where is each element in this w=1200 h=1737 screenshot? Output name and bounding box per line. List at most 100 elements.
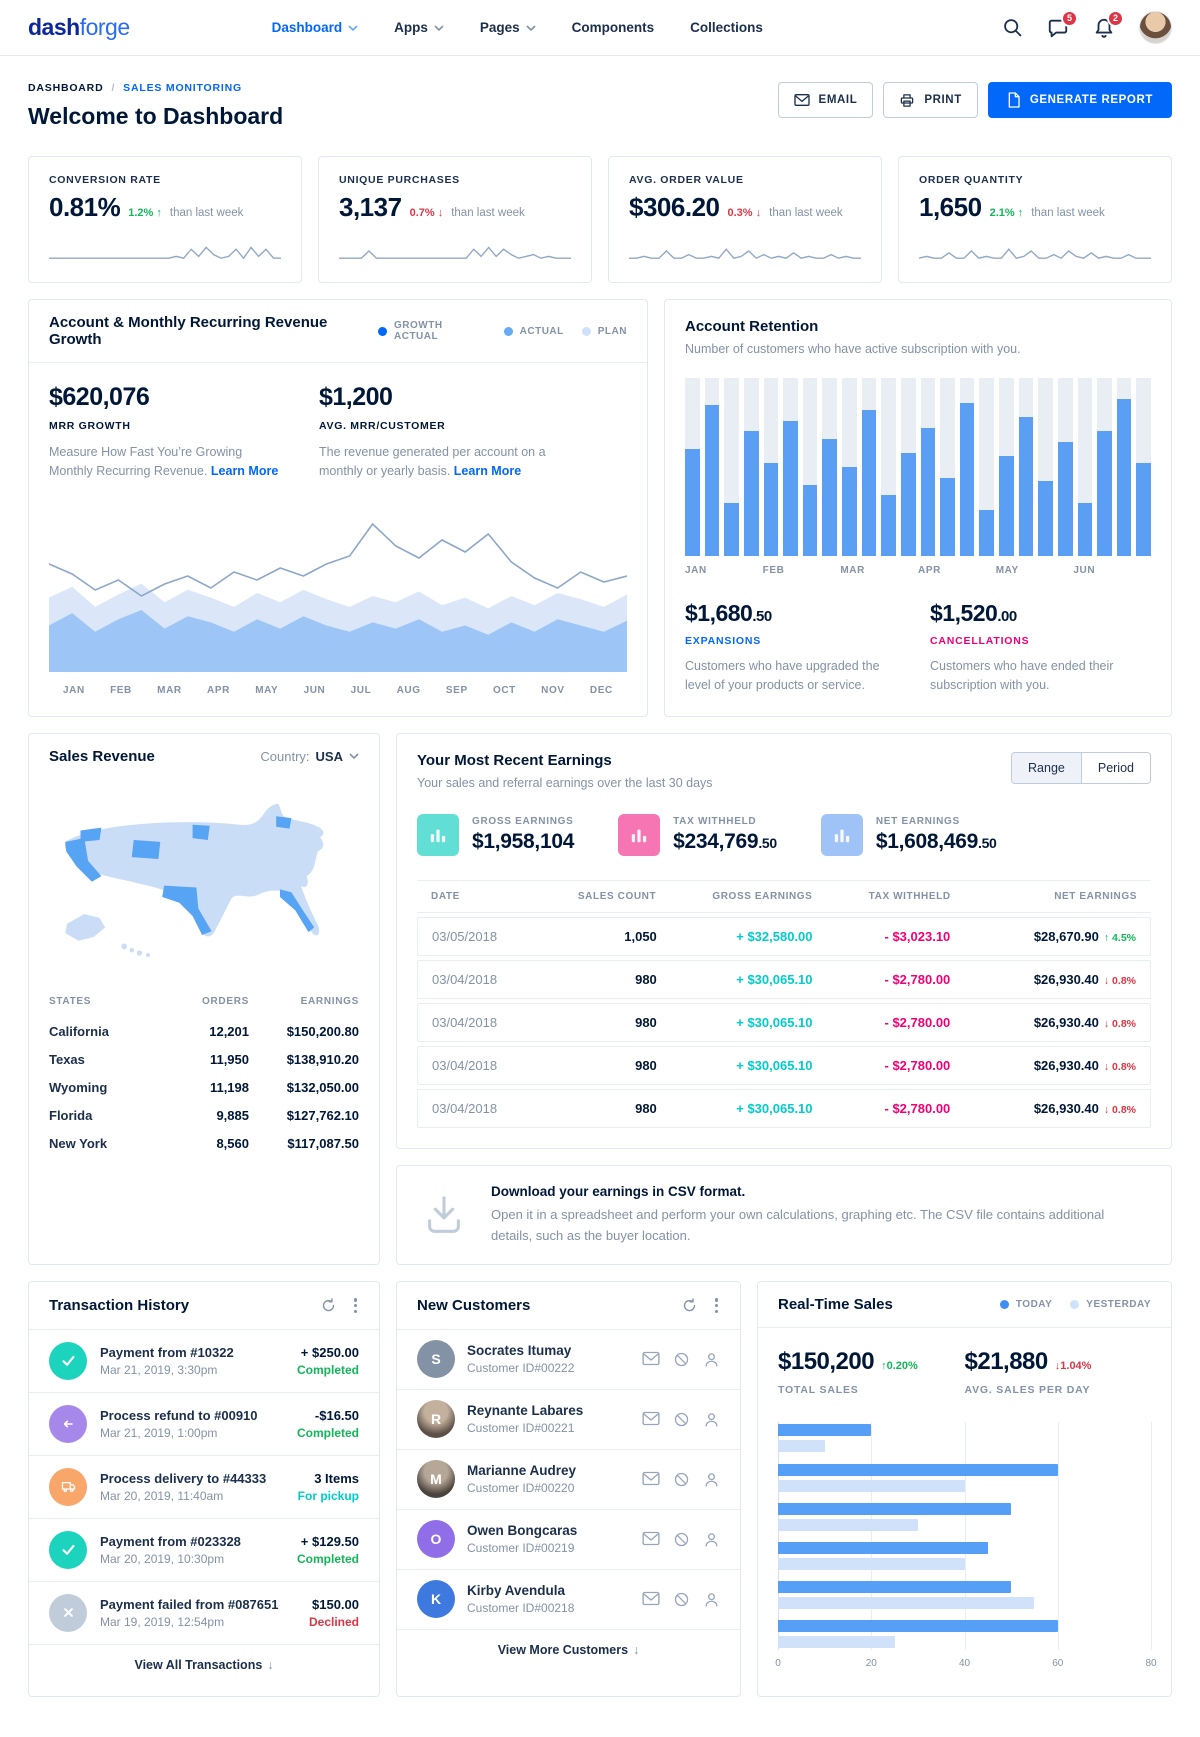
- state-earnings: $117,087.50: [287, 1135, 359, 1151]
- toggle-range[interactable]: Range: [1012, 752, 1082, 783]
- earnings-table-row[interactable]: 03/04/2018 980 + $30,065.10 - $2,780.00 $26,…: [417, 1088, 1151, 1128]
- realtime-title: Real-Time Sales: [778, 1296, 893, 1314]
- us-map[interactable]: [29, 771, 379, 982]
- learn-more-link[interactable]: Learn More: [453, 464, 522, 479]
- csv-download-card[interactable]: Download your earnings in CSV format. Op…: [396, 1164, 1172, 1266]
- sales-table-row[interactable]: New York 8,560 $117,087.50: [49, 1129, 359, 1157]
- message-customer-icon[interactable]: [642, 1411, 660, 1428]
- earnings-table-row[interactable]: 03/04/2018 980 + $30,065.10 - $2,780.00 $26,…: [417, 1002, 1151, 1042]
- earnings-table-row[interactable]: 03/04/2018 980 + $30,065.10 - $2,780.00 $26,…: [417, 1045, 1151, 1085]
- csv-title: Download your earnings in CSV format.: [491, 1183, 746, 1199]
- notifications-icon[interactable]: 2: [1093, 9, 1124, 39]
- block-customer-icon[interactable]: [673, 1471, 690, 1488]
- x-icon: [49, 1593, 87, 1632]
- print-button[interactable]: PRINT: [883, 82, 978, 118]
- customer-name: Socrates Itumay: [467, 1343, 572, 1359]
- earnings-table-row[interactable]: 03/05/2018 1,050 + $32,580.00 - $3,023.10 $2…: [417, 916, 1151, 956]
- view-all-transactions-button[interactable]: View All Transactions ↓: [134, 1657, 274, 1672]
- learn-more-link[interactable]: Learn More: [210, 464, 279, 479]
- cell-sales-count: 980: [635, 971, 657, 987]
- nav-item-collections[interactable]: Collections: [690, 20, 763, 35]
- customer-profile-icon[interactable]: [703, 1411, 720, 1428]
- cell-gross-earnings: + $30,065.10: [736, 1057, 813, 1073]
- refresh-icon[interactable]: [321, 1298, 336, 1313]
- breadcrumb-separator: /: [111, 82, 116, 94]
- state-orders: 11,950: [209, 1051, 249, 1067]
- retention-stat-desc: Customers who have upgraded the level of…: [685, 659, 880, 693]
- sales-table-row[interactable]: California 12,201 $150,200.80: [49, 1017, 359, 1045]
- column-header: NET EARNINGS: [1054, 890, 1137, 902]
- message-customer-icon[interactable]: [642, 1351, 660, 1368]
- transaction-row[interactable]: Payment from #023328 Mar 20, 2019, 10:30p…: [29, 1519, 379, 1582]
- message-customer-icon[interactable]: [642, 1531, 660, 1548]
- kpi-note: than last week: [169, 207, 244, 219]
- customer-name: Marianne Audrey: [467, 1463, 577, 1479]
- more-options-icon[interactable]: [352, 1296, 359, 1315]
- block-customer-icon[interactable]: [673, 1591, 690, 1608]
- realtime-sales-card: Real-Time Sales TODAY YESTERDAY $150,200 ↑…: [757, 1281, 1172, 1698]
- messages-icon[interactable]: 5: [1047, 9, 1078, 39]
- customer-profile-icon[interactable]: [703, 1531, 720, 1548]
- retention-bar-value: [881, 495, 896, 556]
- earnings-table: DATE SALES COUNT GROSS EARNINGS TAX WITHHEL…: [417, 879, 1151, 1128]
- earnings-table-row[interactable]: 03/04/2018 980 + $30,065.10 - $2,780.00 $26,…: [417, 959, 1151, 999]
- bar-group: [778, 1463, 1151, 1492]
- message-customer-icon[interactable]: [642, 1591, 660, 1608]
- sales-table-row[interactable]: Wyoming 11,198 $132,050.00: [49, 1073, 359, 1101]
- nav-item-apps[interactable]: Apps: [394, 20, 444, 35]
- kpi-note: than last week: [1031, 207, 1105, 219]
- customer-profile-icon[interactable]: [703, 1351, 720, 1368]
- transaction-row[interactable]: Process delivery to #44333 Mar 20, 2019, …: [29, 1456, 379, 1519]
- view-more-customers-button[interactable]: View More Customers ↓: [497, 1642, 640, 1657]
- retention-bar: [999, 378, 1014, 556]
- transaction-row[interactable]: Process refund to #00910 Mar 21, 2019, 1:…: [29, 1393, 379, 1456]
- more-options-icon[interactable]: [713, 1296, 720, 1315]
- x-tick-label: 40: [958, 1658, 971, 1670]
- breadcrumb-dashboard[interactable]: DASHBOARD: [28, 82, 104, 94]
- nav-item-pages[interactable]: Pages: [480, 20, 536, 35]
- sales-table-row[interactable]: Florida 9,885 $127,762.10: [49, 1101, 359, 1129]
- toggle-period[interactable]: Period: [1081, 752, 1150, 783]
- customer-row[interactable]: S Socrates Itumay Customer ID#00222: [397, 1330, 740, 1390]
- month-label: JAN: [63, 684, 85, 696]
- sales-table-row[interactable]: Texas 11,950 $138,910.20: [49, 1045, 359, 1073]
- customer-profile-icon[interactable]: [703, 1591, 720, 1608]
- truck-icon: [49, 1467, 87, 1506]
- transaction-date: Mar 19, 2019, 12:54pm: [100, 1614, 225, 1629]
- column-header: GROSS EARNINGS: [712, 890, 813, 902]
- mrr-growth-label: MRR GROWTH: [49, 420, 131, 432]
- email-button[interactable]: EMAIL: [777, 82, 874, 118]
- block-customer-icon[interactable]: [673, 1411, 690, 1428]
- transaction-status: Declined: [308, 1614, 359, 1629]
- nav-item-components[interactable]: Components: [571, 20, 655, 35]
- customer-row[interactable]: K Kirby Avendula Customer ID#00218: [397, 1570, 740, 1630]
- country-select[interactable]: Country: USA: [260, 749, 359, 764]
- realtime-stat-percent: ↑0.20%: [881, 1360, 918, 1373]
- customer-avatar: S: [417, 1340, 455, 1379]
- generate-report-button[interactable]: GENERATE REPORT: [987, 82, 1172, 118]
- block-customer-icon[interactable]: [673, 1351, 690, 1368]
- user-avatar[interactable]: [1139, 11, 1172, 44]
- x-tick-label: 20: [865, 1658, 877, 1670]
- search-icon[interactable]: [1002, 17, 1023, 38]
- month-label: JAN: [685, 565, 707, 576]
- breadcrumb-current[interactable]: SALES MONITORING: [123, 82, 242, 94]
- bar-chart-icon: [820, 813, 863, 856]
- block-customer-icon[interactable]: [673, 1531, 690, 1548]
- transaction-row[interactable]: Payment from #10322 Mar 21, 2019, 3:30pm +…: [29, 1330, 379, 1393]
- refresh-icon[interactable]: [682, 1298, 697, 1313]
- earnings-summary-label: TAX WITHHELD: [673, 815, 757, 827]
- cell-date: 03/04/2018: [432, 1100, 498, 1116]
- logo-forge: forge: [79, 14, 130, 40]
- transaction-amount: -$16.50: [314, 1407, 359, 1423]
- transaction-row[interactable]: Payment failed from #087651 Mar 19, 2019,…: [29, 1582, 379, 1645]
- customer-profile-icon[interactable]: [703, 1471, 720, 1488]
- customer-row[interactable]: R Reynante Labares Customer ID#00221: [397, 1390, 740, 1450]
- customer-row[interactable]: M Marianne Audrey Customer ID#00220: [397, 1450, 740, 1510]
- nav-item-dashboard[interactable]: Dashboard: [272, 20, 359, 35]
- customer-row[interactable]: O Owen Bongcaras Customer ID#00219: [397, 1510, 740, 1570]
- logo[interactable]: dashforge: [28, 14, 130, 41]
- message-customer-icon[interactable]: [642, 1471, 660, 1488]
- kpi-value: 1,650: [919, 192, 982, 222]
- bar-yesterday: [778, 1557, 965, 1570]
